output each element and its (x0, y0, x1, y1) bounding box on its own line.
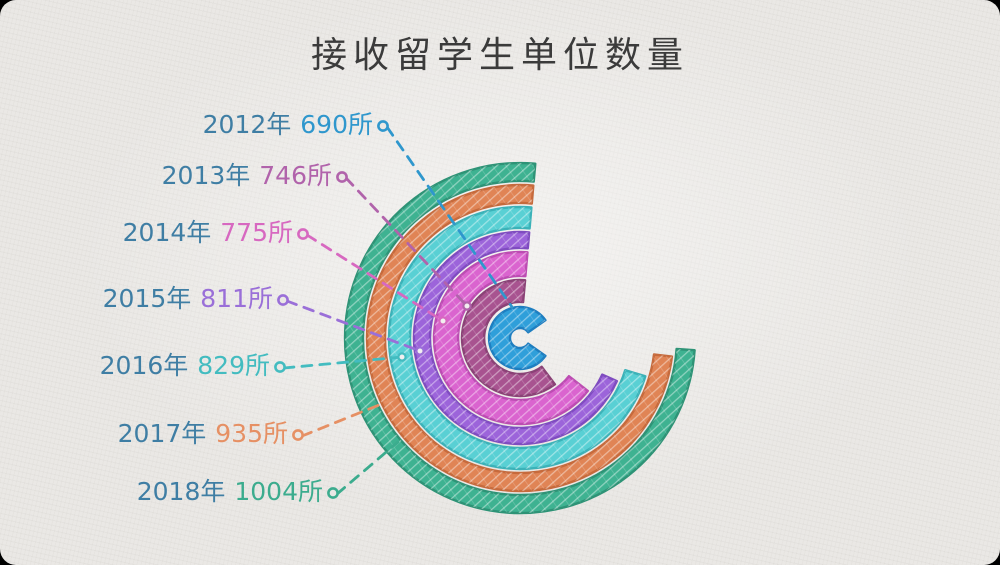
ring-dot-icon (397, 352, 407, 362)
value-label: 1004所 (234, 477, 323, 506)
ring-2012年 (487, 305, 547, 371)
year-label: 2017年 (117, 419, 207, 448)
value-label: 811所 (200, 284, 273, 313)
leader-line-2013年 (336, 171, 472, 311)
value-label: 775所 (220, 218, 293, 247)
value-label: 829所 (197, 351, 270, 380)
label-dot-icon (297, 228, 309, 240)
leader-line-2012年 (377, 120, 514, 309)
ring-dot-icon (415, 346, 425, 356)
leader-line-2014年 (297, 228, 448, 326)
value-label: 746所 (259, 161, 332, 190)
ring-2016年 (387, 205, 647, 471)
ring-2017年 (365, 183, 674, 493)
year-label: 2016年 (99, 351, 189, 380)
legend-row-2017年: 2017年 935所 (118, 418, 288, 450)
year-label: 2018年 (136, 477, 226, 506)
legend-row-2018年: 2018年 1004所 (137, 476, 323, 508)
ring-dot-icon (438, 316, 448, 326)
ring-dot-icon (462, 301, 472, 311)
legend-row-2013年: 2013年 746所 (162, 160, 332, 192)
ring-2015年 (412, 230, 618, 446)
value-label: 690所 (300, 110, 373, 139)
legend-row-2016年: 2016年 829所 (100, 350, 270, 382)
legend-row-2012年: 2012年 690所 (203, 109, 373, 141)
legend-row-2015年: 2015年 811所 (103, 283, 273, 315)
year-label: 2014年 (122, 218, 212, 247)
ring-2018年 (343, 161, 696, 515)
year-label: 2012年 (202, 110, 292, 139)
leader-line-2018年 (327, 440, 400, 499)
year-label: 2015年 (102, 284, 192, 313)
label-dot-icon (377, 120, 389, 132)
label-dot-icon (327, 487, 339, 499)
label-dot-icon (274, 361, 286, 373)
year-label: 2013年 (161, 161, 251, 190)
leader-line-2017年 (292, 397, 396, 441)
label-dot-icon (292, 429, 304, 441)
ring-2014年 (432, 250, 589, 426)
label-dot-icon (336, 171, 348, 183)
legend-row-2014年: 2014年 775所 (123, 217, 293, 249)
leader-line-2016年 (274, 352, 407, 373)
label-dot-icon (277, 294, 289, 306)
value-label: 935所 (215, 419, 288, 448)
chart-title: 接收留学生单位数量 (310, 35, 689, 76)
leader-line-2015年 (277, 294, 425, 356)
